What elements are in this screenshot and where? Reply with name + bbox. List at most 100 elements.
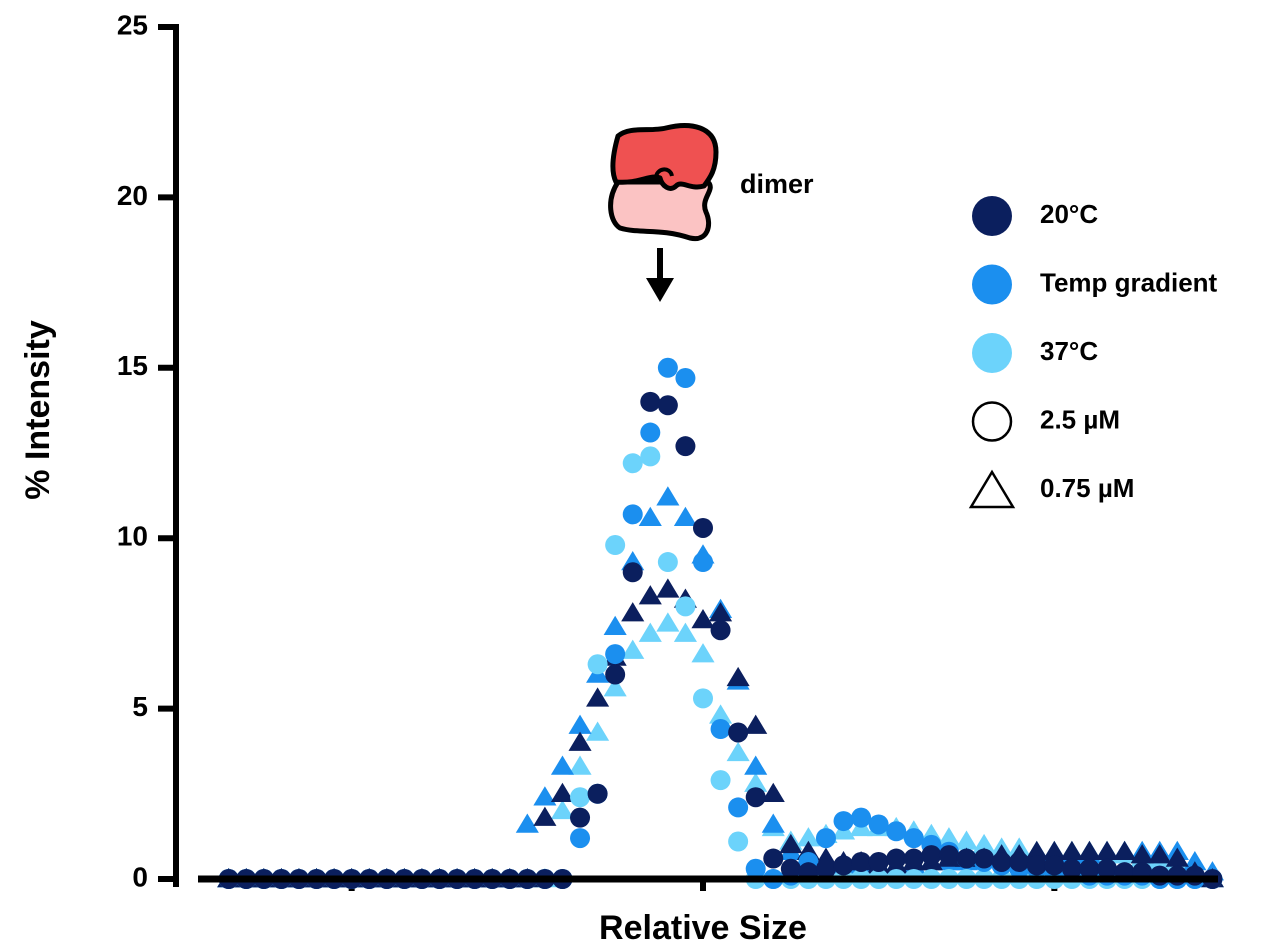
y-tick-label: 0 bbox=[132, 861, 148, 892]
circle-point bbox=[657, 395, 678, 416]
triangle-point bbox=[726, 741, 750, 762]
triangle-point bbox=[638, 506, 662, 527]
circle-point bbox=[640, 446, 661, 467]
circle-point bbox=[605, 535, 626, 556]
circle-point bbox=[1079, 858, 1100, 879]
circle-point bbox=[675, 368, 696, 389]
legend-marker bbox=[972, 333, 1012, 373]
triangle-point bbox=[744, 772, 768, 792]
circle-point bbox=[710, 719, 731, 740]
y-axis-label: % Intensity bbox=[19, 320, 57, 500]
triangle-point bbox=[726, 666, 750, 687]
circle-point bbox=[868, 814, 889, 835]
legend-label: 0.75 µM bbox=[1040, 473, 1134, 503]
triangle-point bbox=[709, 602, 733, 622]
triangle-point bbox=[586, 721, 610, 741]
circle-point bbox=[956, 848, 977, 869]
circle-point bbox=[605, 664, 626, 685]
annotation: dimer bbox=[740, 169, 814, 199]
triangle-point bbox=[656, 486, 680, 506]
triangle-point bbox=[709, 704, 733, 724]
y-tick-label: 10 bbox=[117, 521, 148, 552]
legend-marker bbox=[971, 401, 1013, 442]
circle-point bbox=[710, 620, 731, 641]
triangle-point bbox=[533, 806, 557, 826]
triangle-point bbox=[1148, 844, 1172, 864]
circle-point bbox=[640, 391, 661, 412]
triangle-point bbox=[550, 799, 575, 820]
circle-point bbox=[1044, 855, 1065, 876]
y-tick-label: 15 bbox=[117, 350, 148, 381]
circle-point bbox=[728, 797, 749, 818]
circle-point bbox=[693, 688, 713, 709]
circle-point bbox=[570, 828, 591, 849]
legend-label: 2.5 µM bbox=[1040, 404, 1120, 434]
circle-point bbox=[570, 807, 591, 828]
triangle-point bbox=[691, 643, 715, 663]
triangle-point bbox=[673, 622, 697, 642]
circle-point bbox=[640, 422, 661, 443]
circle-point bbox=[868, 851, 889, 872]
triangle-point bbox=[779, 833, 803, 854]
y-tick-label: 20 bbox=[117, 180, 148, 211]
circle-point bbox=[745, 858, 766, 879]
triangle-point bbox=[1183, 850, 1207, 871]
circle-point bbox=[657, 552, 678, 573]
triangle-point bbox=[603, 677, 627, 697]
circle-point bbox=[710, 770, 731, 791]
arrow bbox=[646, 248, 674, 302]
circle-point bbox=[833, 855, 854, 876]
circle-point bbox=[657, 357, 678, 378]
x-axis-label: Relative Size bbox=[599, 909, 807, 947]
triangle-point bbox=[568, 755, 592, 775]
circle-point bbox=[886, 848, 907, 869]
circle-point bbox=[938, 845, 959, 866]
circle-point bbox=[780, 858, 801, 879]
circle-point bbox=[570, 787, 591, 808]
triangle-point bbox=[1130, 844, 1154, 864]
circle-point bbox=[903, 828, 924, 849]
circle-point bbox=[622, 453, 643, 474]
triangle-point bbox=[550, 782, 575, 803]
triangle-point bbox=[568, 731, 592, 751]
triangle-point bbox=[515, 813, 539, 833]
y-tick-label: 25 bbox=[117, 9, 148, 40]
triangle-point bbox=[972, 833, 996, 854]
triangle-point bbox=[673, 506, 697, 527]
triangle-point bbox=[638, 622, 662, 642]
circle-point bbox=[1026, 855, 1047, 876]
circle-point bbox=[974, 848, 995, 869]
circle-point bbox=[587, 654, 608, 675]
triangle-point bbox=[761, 782, 785, 803]
circle-point bbox=[693, 552, 713, 573]
triangle-point bbox=[1025, 840, 1049, 860]
triangle-point bbox=[1095, 840, 1119, 860]
circle-point bbox=[675, 596, 696, 617]
circle-point bbox=[815, 828, 836, 849]
legend-marker bbox=[972, 196, 1012, 236]
circle-point bbox=[1061, 858, 1082, 879]
triangle-point bbox=[796, 827, 820, 847]
circle-point bbox=[921, 845, 942, 866]
circle-point bbox=[851, 851, 872, 872]
circle-point bbox=[815, 858, 836, 879]
legend-label: 20°C bbox=[1040, 199, 1098, 229]
circle-point bbox=[851, 807, 872, 828]
circle-point bbox=[622, 504, 643, 525]
triangle-point bbox=[761, 813, 785, 833]
circle-point bbox=[833, 811, 854, 832]
circle-point bbox=[675, 436, 696, 457]
circle-point bbox=[1097, 858, 1118, 879]
circle-point bbox=[763, 848, 784, 869]
circle-point bbox=[991, 851, 1012, 872]
legend-label: Temp gradient bbox=[1040, 267, 1218, 297]
triangle-point bbox=[550, 755, 575, 775]
triangle-point bbox=[744, 714, 768, 734]
triangle-point bbox=[1077, 840, 1102, 860]
triangle-point bbox=[656, 612, 680, 632]
circle-point bbox=[903, 848, 924, 869]
triangle-point bbox=[638, 585, 662, 605]
circle-point bbox=[886, 821, 907, 842]
triangle-point bbox=[744, 755, 768, 775]
triangle-point bbox=[1060, 840, 1084, 860]
